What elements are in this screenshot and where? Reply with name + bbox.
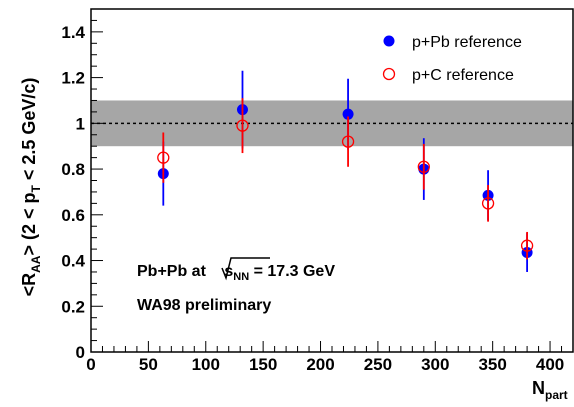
y-tick-label: 0.8 [61, 160, 85, 179]
data-point [417, 160, 430, 173]
series-p-c-reference [157, 98, 534, 260]
x-tick-label: 300 [421, 355, 449, 374]
data-point [236, 119, 249, 132]
x-tick-label: 400 [536, 355, 564, 374]
x-tick-label: 200 [306, 355, 334, 374]
y-tick-label: 0.4 [61, 252, 85, 271]
data-point [157, 151, 170, 164]
data-point [342, 108, 354, 120]
data-point [481, 197, 495, 210]
y-tick-label: 1 [76, 114, 85, 133]
legend-marker [383, 35, 395, 47]
tick-labels-layer: 0 50 100 150 200 250 300 350 400 0 0.2 0.4 0.6 0.8 1 1.… [61, 23, 564, 374]
y-tick-label: 0 [76, 343, 85, 362]
data-point [341, 135, 355, 148]
sqrt-symbol [221, 257, 270, 281]
x-tick-label: 350 [478, 355, 506, 374]
x-tick-label: 50 [139, 355, 158, 374]
data-points-layer [157, 70, 534, 272]
x-axis-title: Npart [532, 378, 568, 402]
legend: p+Pb reference p+C reference [382, 34, 522, 84]
data-point [520, 239, 534, 252]
y-tick-label: 1.4 [61, 23, 85, 42]
x-tick-label: 100 [192, 355, 220, 374]
legend-label: p+Pb reference [412, 34, 522, 51]
y-tick-label: 0.2 [61, 297, 85, 316]
x-tick-label: 250 [364, 355, 392, 374]
y-axis-title: <RAA> (2 < pT < 2.5 GeV/c) [19, 78, 43, 297]
axis-ticks-layer [90, 8, 574, 353]
experiment-annotation: WA98 preliminary [137, 297, 271, 314]
y-tick-label: 0.6 [61, 206, 85, 225]
x-tick-label: 150 [249, 355, 277, 374]
legend-label: p+C reference [412, 67, 514, 84]
y-tick-label: 1.2 [61, 69, 85, 88]
legend-marker [382, 67, 396, 81]
collision-annotation: Pb+Pb at sNN = 17.3 GeV [137, 263, 335, 283]
x-tick-label: 0 [86, 355, 95, 374]
